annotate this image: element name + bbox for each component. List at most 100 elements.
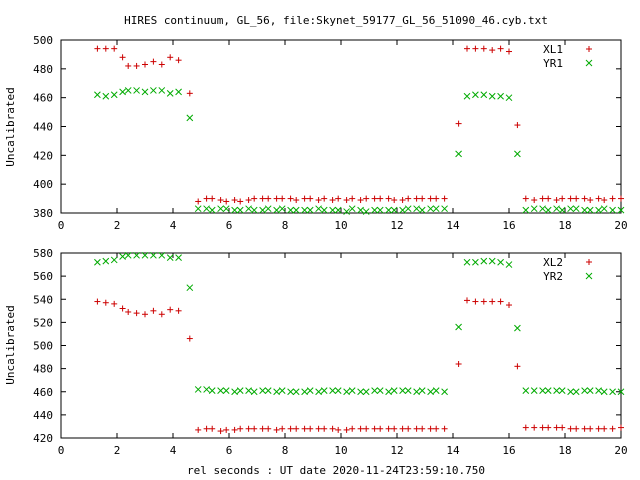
top-data-point <box>251 195 258 202</box>
bottom-data-point <box>522 424 529 431</box>
top-data-point <box>245 205 252 213</box>
top-x-tick-label: 20 <box>614 219 627 232</box>
top-data-point <box>586 206 594 214</box>
bottom-series-yr2 <box>94 251 625 396</box>
top-data-point <box>522 195 529 202</box>
top-legend-label: XL1 <box>543 43 563 56</box>
top-data-point <box>463 92 471 100</box>
top-data-point <box>399 197 406 204</box>
top-legend-marker <box>585 59 593 67</box>
bottom-y-tick-label: 480 <box>33 363 53 376</box>
bottom-data-point <box>175 307 182 314</box>
top-data-point <box>357 206 364 214</box>
top-data-point <box>259 195 266 202</box>
bottom-plot-frame <box>60 252 622 439</box>
bottom-data-point <box>455 361 462 367</box>
bottom-data-point <box>472 298 479 305</box>
top-series-xl1 <box>94 45 624 205</box>
bottom-data-point <box>264 387 272 394</box>
top-data-point <box>150 87 157 94</box>
bottom-data-point <box>237 425 244 432</box>
top-data-point <box>119 88 126 96</box>
top-data-point <box>480 45 487 52</box>
bottom-data-point <box>94 298 101 305</box>
top-data-point <box>455 150 462 158</box>
top-y-tick-label: 500 <box>33 34 53 47</box>
top-data-point <box>94 91 101 99</box>
bottom-data-point <box>119 253 126 260</box>
bottom-data-point <box>166 254 174 261</box>
bottom-data-point <box>208 387 216 394</box>
top-data-point <box>125 62 132 69</box>
bottom-data-point <box>124 251 132 259</box>
top-data-point <box>539 205 546 213</box>
bottom-data-point <box>223 426 230 433</box>
top-data-point <box>175 88 182 96</box>
top-data-point <box>278 205 286 213</box>
top-data-point <box>385 206 392 214</box>
top-data-point <box>413 195 420 202</box>
top-data-point <box>391 197 398 204</box>
bottom-data-point <box>217 387 224 394</box>
bottom-data-point <box>618 424 624 431</box>
bottom-data-point <box>301 388 308 396</box>
top-data-point <box>194 205 202 213</box>
bottom-y-axis-label: Uncalibrated <box>4 305 17 384</box>
top-data-point <box>399 206 406 214</box>
bottom-data-point <box>567 425 574 432</box>
bottom-data-point <box>259 425 266 432</box>
bottom-x-tick-label: 16 <box>502 444 515 457</box>
top-data-point <box>427 205 434 213</box>
top-data-point <box>497 45 504 52</box>
bottom-data-point <box>110 256 118 264</box>
top-data-point <box>441 195 448 202</box>
bottom-data-point <box>102 257 110 265</box>
top-data-point <box>363 195 370 202</box>
bottom-data-point <box>279 425 286 432</box>
top-series-yr1 <box>94 87 625 215</box>
top-data-point <box>167 54 174 61</box>
top-data-point <box>531 197 538 204</box>
top-data-point <box>609 195 616 202</box>
top-data-point <box>203 195 210 202</box>
bottom-data-point <box>315 425 322 432</box>
bottom-data-point <box>514 363 521 370</box>
top-data-point <box>441 205 448 213</box>
bottom-data-point <box>142 311 148 318</box>
top-data-point <box>141 88 149 96</box>
bottom-data-point <box>167 306 174 313</box>
bottom-data-point <box>335 426 342 433</box>
bottom-data-point <box>441 425 448 432</box>
top-data-point <box>427 195 434 202</box>
bottom-data-point <box>175 254 182 261</box>
bottom-data-point <box>343 388 350 396</box>
top-data-point <box>530 205 538 213</box>
top-data-point <box>559 195 566 202</box>
top-data-point <box>217 197 224 204</box>
bottom-data-point <box>306 387 314 394</box>
top-data-point <box>385 195 392 202</box>
top-data-point <box>514 122 521 129</box>
bottom-data-point <box>506 302 512 309</box>
top-y-tick-label: 480 <box>33 63 53 76</box>
top-data-point <box>306 206 314 214</box>
top-data-point <box>572 205 580 213</box>
bottom-y-tick-label: 500 <box>33 340 53 353</box>
bottom-data-point <box>463 258 471 266</box>
top-data-point <box>553 205 560 213</box>
bottom-data-point <box>464 297 470 304</box>
bottom-x-tick-label: 20 <box>614 444 627 457</box>
bottom-y-tick-label: 540 <box>33 293 53 306</box>
bottom-data-point <box>539 387 546 394</box>
bottom-data-point <box>488 257 496 265</box>
top-data-point <box>601 197 608 204</box>
top-x-tick-label: 12 <box>390 219 403 232</box>
bottom-y-tick-label: 560 <box>33 270 53 283</box>
top-y-tick-label: 440 <box>33 121 53 134</box>
top-data-point <box>315 197 322 204</box>
bottom-data-point <box>399 387 406 394</box>
top-data-point <box>587 197 594 204</box>
top-data-point <box>432 205 440 213</box>
bottom-x-tick-label: 12 <box>390 444 403 457</box>
bottom-data-point <box>231 426 238 433</box>
